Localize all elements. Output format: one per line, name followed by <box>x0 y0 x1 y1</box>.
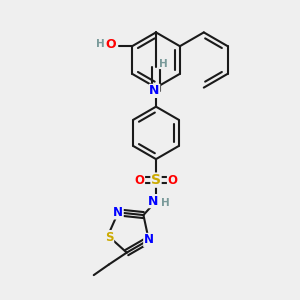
Text: O: O <box>134 174 145 187</box>
Text: H: H <box>159 59 168 69</box>
Text: N: N <box>149 84 160 98</box>
Text: H: H <box>96 39 105 49</box>
Text: H: H <box>160 198 169 208</box>
Text: S: S <box>151 173 161 187</box>
Text: O: O <box>167 174 178 187</box>
Text: N: N <box>148 195 158 208</box>
Text: S: S <box>105 231 114 244</box>
Text: N: N <box>144 233 154 246</box>
Text: N: N <box>113 206 123 219</box>
Text: O: O <box>106 38 116 51</box>
